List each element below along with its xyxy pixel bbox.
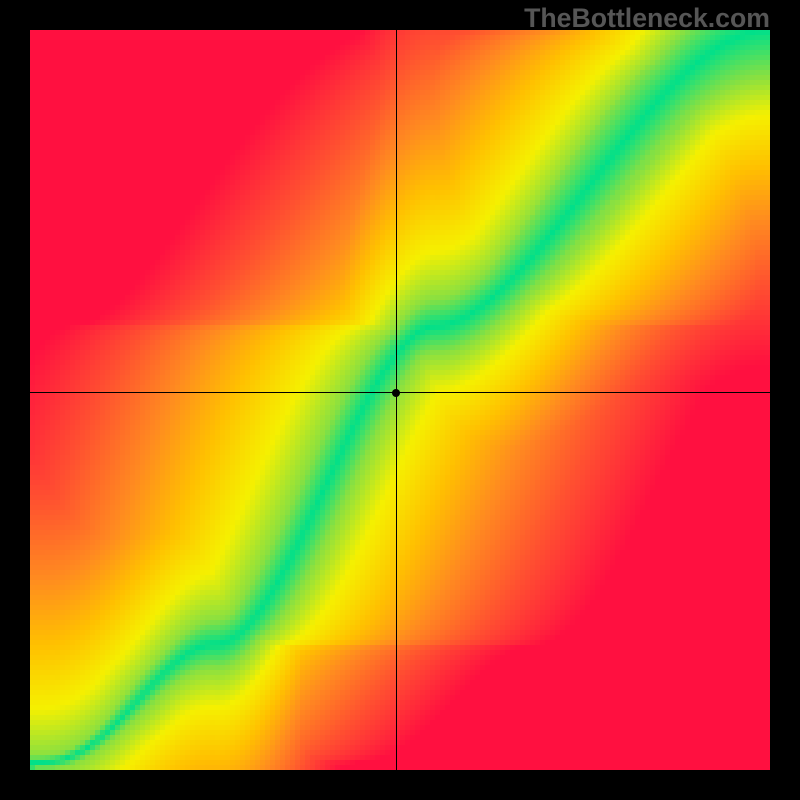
watermark-text: TheBottleneck.com bbox=[524, 3, 770, 34]
chart-container: TheBottleneck.com bbox=[0, 0, 800, 800]
bottleneck-heatmap bbox=[30, 30, 770, 770]
crosshair-marker bbox=[392, 389, 400, 397]
crosshair-vertical bbox=[396, 30, 397, 770]
